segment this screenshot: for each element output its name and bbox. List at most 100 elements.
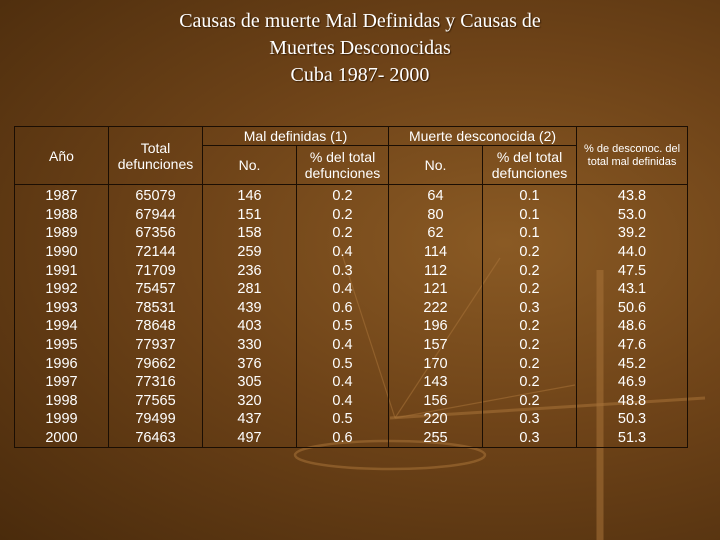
year-cell: 1994	[14, 317, 109, 336]
year-cell: 1987	[14, 183, 109, 206]
muerte-pct-cell: 0.3	[481, 410, 578, 429]
total-cell: 77316	[108, 372, 203, 392]
total-cell: 76463	[108, 428, 203, 449]
total-cell: 75457	[108, 279, 203, 299]
title-line-3: Cuba 1987- 2000	[290, 64, 430, 86]
title-line-1: Causas de muerte Mal Definidas y Causas …	[179, 10, 541, 32]
total-cell: 71709	[108, 261, 203, 280]
mal-no-cell: 376	[202, 354, 297, 373]
total-cell: 67356	[108, 224, 203, 243]
year-cell: 1995	[14, 335, 109, 355]
muerte-pct-cell: 0.2	[481, 279, 578, 299]
muerte-no-cell: 220	[388, 410, 483, 429]
header-mal-pct: % del total defunciones	[296, 145, 389, 185]
table-row: 1988 67944 151 0.2 80 0.1 53.0	[14, 205, 689, 225]
header-muerte-pct: % del total defunciones	[481, 145, 578, 185]
mal-no-cell: 151	[202, 205, 297, 225]
muerte-pct-cell: 0.2	[481, 317, 578, 336]
pct-desconoc-cell: 44.0	[576, 242, 689, 262]
table-row: 1999 79499 437 0.5 220 0.3 50.3	[14, 410, 689, 429]
muerte-pct-cell: 0.2	[481, 242, 578, 262]
pct-desconoc-cell: 39.2	[576, 224, 689, 243]
mal-no-cell: 281	[202, 279, 297, 299]
mal-pct-cell: 0.5	[296, 317, 389, 336]
year-cell: 1993	[14, 298, 109, 318]
muerte-no-cell: 255	[388, 428, 483, 449]
table-body: 1987 65079 146 0.2 64 0.1 43.8 1988 67944 151 0.2 8…	[14, 183, 689, 449]
muerte-no-cell: 121	[388, 279, 483, 299]
pct-desconoc-cell: 47.5	[576, 261, 689, 280]
pct-desconoc-cell: 51.3	[576, 428, 689, 449]
mal-no-cell: 330	[202, 335, 297, 355]
year-cell: 1999	[14, 410, 109, 429]
mal-no-cell: 437	[202, 410, 297, 429]
table-row: 1989 67356 158 0.2 62 0.1 39.2	[14, 224, 689, 243]
year-cell: 1990	[14, 242, 109, 262]
mal-pct-cell: 0.4	[296, 391, 389, 411]
mal-pct-cell: 0.6	[296, 298, 389, 318]
pct-desconoc-cell: 48.6	[576, 317, 689, 336]
table-row: 1994 78648 403 0.5 196 0.2 48.6	[14, 317, 689, 336]
pct-desconoc-cell: 48.8	[576, 391, 689, 411]
mal-no-cell: 497	[202, 428, 297, 449]
mal-pct-cell: 0.4	[296, 372, 389, 392]
total-cell: 67944	[108, 205, 203, 225]
pct-desconoc-cell: 46.9	[576, 372, 689, 392]
muerte-no-cell: 80	[388, 205, 483, 225]
total-cell: 78531	[108, 298, 203, 318]
table-row: 1990 72144 259 0.4 114 0.2 44.0	[14, 242, 689, 262]
muerte-no-cell: 157	[388, 335, 483, 355]
pct-desconoc-cell: 50.6	[576, 298, 689, 318]
muerte-pct-cell: 0.2	[481, 391, 578, 411]
mal-pct-cell: 0.5	[296, 354, 389, 373]
total-cell: 79499	[108, 410, 203, 429]
year-cell: 1989	[14, 224, 109, 243]
mal-no-cell: 320	[202, 391, 297, 411]
mal-no-cell: 158	[202, 224, 297, 243]
mal-pct-cell: 0.4	[296, 335, 389, 355]
muerte-pct-cell: 0.2	[481, 335, 578, 355]
header-year: Año	[14, 126, 109, 185]
muerte-no-cell: 170	[388, 354, 483, 373]
mortality-table: Año Total defunciones Mal definidas (1) …	[14, 126, 689, 449]
muerte-pct-cell: 0.2	[481, 354, 578, 373]
mal-no-cell: 403	[202, 317, 297, 336]
mal-pct-cell: 0.3	[296, 261, 389, 280]
header-muerte-no: No.	[388, 145, 483, 185]
header-mal-definidas: Mal definidas (1)	[202, 126, 389, 146]
mal-no-cell: 146	[202, 183, 297, 206]
total-cell: 77937	[108, 335, 203, 355]
mal-pct-cell: 0.2	[296, 205, 389, 225]
muerte-no-cell: 196	[388, 317, 483, 336]
muerte-no-cell: 222	[388, 298, 483, 318]
pct-desconoc-cell: 53.0	[576, 205, 689, 225]
mal-pct-cell: 0.2	[296, 224, 389, 243]
year-cell: 1992	[14, 279, 109, 299]
table-row: 1987 65079 146 0.2 64 0.1 43.8	[14, 183, 689, 206]
year-cell: 2000	[14, 428, 109, 449]
year-cell: 1998	[14, 391, 109, 411]
mal-no-cell: 305	[202, 372, 297, 392]
table-row: 1997 77316 305 0.4 143 0.2 46.9	[14, 372, 689, 392]
total-cell: 79662	[108, 354, 203, 373]
total-cell: 77565	[108, 391, 203, 411]
muerte-pct-cell: 0.3	[481, 428, 578, 449]
muerte-no-cell: 156	[388, 391, 483, 411]
mal-no-cell: 236	[202, 261, 297, 280]
table-row: 1996 79662 376 0.5 170 0.2 45.2	[14, 354, 689, 373]
muerte-pct-cell: 0.1	[481, 205, 578, 225]
muerte-no-cell: 114	[388, 242, 483, 262]
year-cell: 1997	[14, 372, 109, 392]
table-row: 1995 77937 330 0.4 157 0.2 47.6	[14, 335, 689, 355]
header-total-defunciones: Total defunciones	[108, 126, 203, 185]
muerte-no-cell: 143	[388, 372, 483, 392]
page-title: Causas de muerte Mal Definidas y Causas …	[0, 8, 720, 89]
table-row: 2000 76463 497 0.6 255 0.3 51.3	[14, 428, 689, 449]
muerte-pct-cell: 0.1	[481, 183, 578, 206]
mal-pct-cell: 0.6	[296, 428, 389, 449]
pct-desconoc-cell: 43.8	[576, 183, 689, 206]
muerte-no-cell: 62	[388, 224, 483, 243]
year-cell: 1988	[14, 205, 109, 225]
mal-pct-cell: 0.2	[296, 183, 389, 206]
pct-desconoc-cell: 50.3	[576, 410, 689, 429]
